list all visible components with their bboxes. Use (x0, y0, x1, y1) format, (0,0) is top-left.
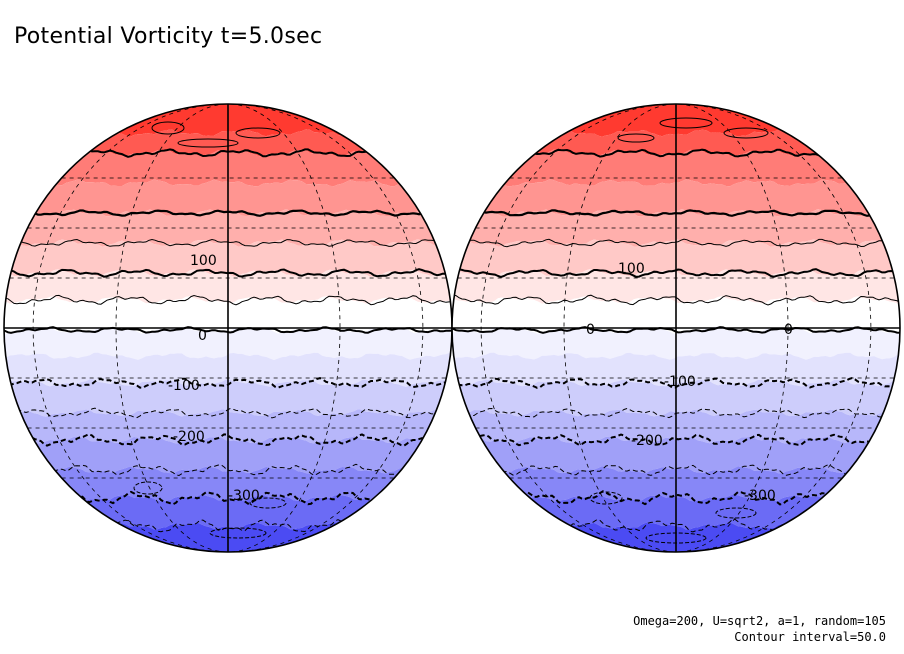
contour-line (4, 294, 452, 306)
contour-line (452, 294, 900, 306)
contour-label: -100 (664, 374, 696, 390)
plot-title: Potential Vorticity t=5.0sec (14, 24, 323, 49)
contour-line (4, 407, 452, 419)
eddy-contour (133, 481, 163, 495)
contour-line (4, 377, 452, 389)
contour-line (4, 433, 452, 447)
contour-label: 0 (784, 322, 793, 338)
eddy-contour (715, 507, 757, 519)
contour-label: -200 (631, 433, 663, 449)
contour-label: 0 (586, 322, 595, 338)
contour-label: 100 (618, 261, 645, 277)
contour-line (4, 209, 452, 217)
contour-line (4, 268, 452, 278)
eddy-contour (235, 127, 281, 139)
eddy-contour (723, 127, 769, 139)
globe-outline (451, 103, 901, 553)
contour-line (452, 377, 900, 389)
eddy-contour (209, 527, 267, 539)
eddy-contour (177, 138, 239, 148)
contour-line (4, 238, 452, 247)
contour-label: -100 (168, 378, 200, 394)
parameters-text: Omega=200, U=sqrt2, a=1, random=105 (633, 614, 886, 628)
contour-line (452, 238, 900, 248)
eddy-contour (659, 117, 713, 129)
contour-interval-text: Contour interval=50.0 (734, 630, 886, 644)
eddy-contour (617, 133, 655, 143)
contour-label: 0 (198, 328, 207, 344)
contour-line (452, 433, 900, 447)
contour-line (452, 407, 900, 419)
eddy-contour (249, 497, 287, 509)
eddy-contour (151, 121, 185, 135)
contour-label: -300 (228, 488, 260, 504)
contour-line (4, 326, 452, 334)
eddy-contour (589, 491, 623, 505)
contour-line (452, 268, 900, 278)
contour-line (452, 209, 900, 217)
contour-line (4, 463, 452, 477)
hemisphere-left: 100 0 -100 -200 -300 (3, 103, 453, 553)
contour-label: 100 (190, 253, 217, 269)
hemisphere-right: 100 0 -100 -200 -300 0 (451, 103, 901, 553)
contour-label: -300 (744, 488, 776, 504)
contour-label: -200 (173, 429, 205, 445)
